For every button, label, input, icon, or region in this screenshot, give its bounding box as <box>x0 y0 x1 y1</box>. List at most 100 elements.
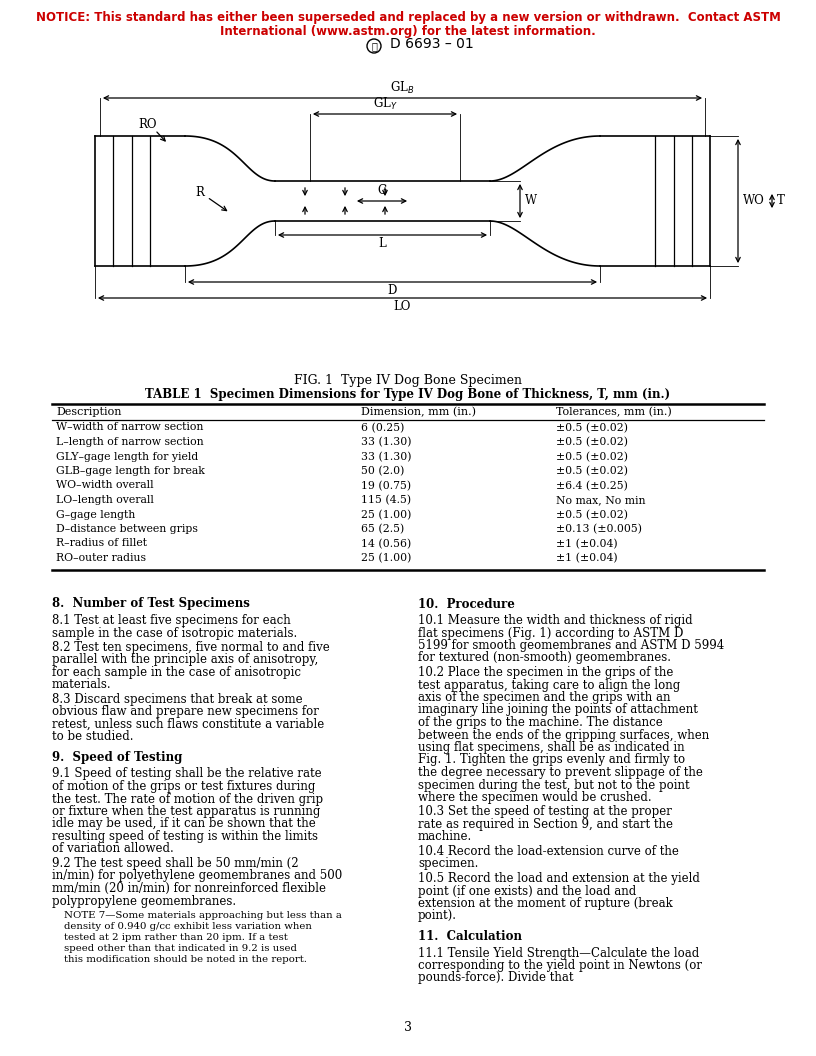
Text: FIG. 1  Type IV Dog Bone Specimen: FIG. 1 Type IV Dog Bone Specimen <box>294 374 522 386</box>
Text: LO: LO <box>394 300 411 313</box>
Text: retest, unless such flaws constitute a variable: retest, unless such flaws constitute a v… <box>52 718 324 731</box>
Text: the degree necessary to prevent slippage of the: the degree necessary to prevent slippage… <box>418 766 703 779</box>
Text: 10.1 Measure the width and thickness of rigid: 10.1 Measure the width and thickness of … <box>418 614 693 627</box>
Text: materials.: materials. <box>52 679 112 692</box>
Text: 19 (0.75): 19 (0.75) <box>361 480 411 491</box>
Text: 33 (1.30): 33 (1.30) <box>361 452 411 461</box>
Text: ±0.13 (±0.005): ±0.13 (±0.005) <box>556 524 642 534</box>
Text: corresponding to the yield point in Newtons (or: corresponding to the yield point in Newt… <box>418 959 702 972</box>
Text: obvious flaw and prepare new specimens for: obvious flaw and prepare new specimens f… <box>52 705 319 718</box>
Text: ±1 (±0.04): ±1 (±0.04) <box>556 539 618 549</box>
Text: NOTE 7—Some materials approaching but less than a: NOTE 7—Some materials approaching but le… <box>64 911 342 920</box>
Text: extension at the moment of rupture (break: extension at the moment of rupture (brea… <box>418 897 672 910</box>
Text: W: W <box>525 194 537 207</box>
Text: axis of the specimen and the grips with an: axis of the specimen and the grips with … <box>418 691 671 704</box>
Text: 14 (0.56): 14 (0.56) <box>361 539 411 549</box>
Text: WO: WO <box>743 194 765 207</box>
Text: International (www.astm.org) for the latest information.: International (www.astm.org) for the lat… <box>220 25 596 38</box>
Text: 6 (0.25): 6 (0.25) <box>361 422 405 433</box>
Text: WO–width overall: WO–width overall <box>56 480 153 490</box>
Text: NOTICE: This standard has either been superseded and replaced by a new version o: NOTICE: This standard has either been su… <box>36 11 780 24</box>
Text: ±0.5 (±0.02): ±0.5 (±0.02) <box>556 437 628 448</box>
Text: 8.2 Test ten specimens, five normal to and five: 8.2 Test ten specimens, five normal to a… <box>52 641 330 654</box>
Text: rate as required in Section 9, and start the: rate as required in Section 9, and start… <box>418 818 673 831</box>
Text: Ⓜ: Ⓜ <box>371 41 377 51</box>
Text: this modification should be noted in the report.: this modification should be noted in the… <box>64 955 307 964</box>
Text: GL$_B$: GL$_B$ <box>390 80 415 96</box>
Text: D 6693 – 01: D 6693 – 01 <box>390 37 474 51</box>
Text: L–length of narrow section: L–length of narrow section <box>56 437 204 447</box>
Text: 5199 for smooth geomembranes and ASTM D 5994: 5199 for smooth geomembranes and ASTM D … <box>418 639 725 652</box>
Text: G–gage length: G–gage length <box>56 509 135 520</box>
Text: 11.  Calculation: 11. Calculation <box>418 930 522 943</box>
Text: flat specimens (Fig. 1) according to ASTM D: flat specimens (Fig. 1) according to AST… <box>418 626 683 640</box>
Text: G: G <box>377 184 387 197</box>
Text: pounds-force). Divide that: pounds-force). Divide that <box>418 972 574 984</box>
Text: 9.2 The test speed shall be 50 mm/min (2: 9.2 The test speed shall be 50 mm/min (2 <box>52 857 299 870</box>
Text: 25 (1.00): 25 (1.00) <box>361 553 411 563</box>
Text: T: T <box>777 194 785 207</box>
Text: 8.3 Discard specimens that break at some: 8.3 Discard specimens that break at some <box>52 693 303 706</box>
Text: point (if one exists) and the load and: point (if one exists) and the load and <box>418 885 636 898</box>
Text: Tolerances, mm (in.): Tolerances, mm (in.) <box>556 407 672 417</box>
Text: R: R <box>196 187 205 200</box>
Text: to be studied.: to be studied. <box>52 731 134 743</box>
Text: where the specimen would be crushed.: where the specimen would be crushed. <box>418 791 652 804</box>
Text: tested at 2 ipm rather than 20 ipm. If a test: tested at 2 ipm rather than 20 ipm. If a… <box>64 934 288 942</box>
Text: for textured (non-smooth) geomembranes.: for textured (non-smooth) geomembranes. <box>418 652 671 664</box>
Text: imaginary line joining the points of attachment: imaginary line joining the points of att… <box>418 703 698 717</box>
Text: sample in the case of isotropic materials.: sample in the case of isotropic material… <box>52 626 297 640</box>
Text: RO–outer radius: RO–outer radius <box>56 553 146 563</box>
Text: L: L <box>379 237 386 250</box>
Text: or fixture when the test apparatus is running: or fixture when the test apparatus is ru… <box>52 805 321 818</box>
Text: the test. The rate of motion of the driven grip: the test. The rate of motion of the driv… <box>52 792 323 806</box>
Text: No max, No min: No max, No min <box>556 495 645 505</box>
Text: for each sample in the case of anisotropic: for each sample in the case of anisotrop… <box>52 666 301 679</box>
Text: 9.  Speed of Testing: 9. Speed of Testing <box>52 751 182 763</box>
Text: 8.1 Test at least five specimens for each: 8.1 Test at least five specimens for eac… <box>52 614 290 627</box>
Text: GLB–gage length for break: GLB–gage length for break <box>56 466 205 476</box>
Text: ±0.5 (±0.02): ±0.5 (±0.02) <box>556 452 628 461</box>
Text: of variation allowed.: of variation allowed. <box>52 843 174 855</box>
Text: 10.2 Place the specimen in the grips of the: 10.2 Place the specimen in the grips of … <box>418 666 673 679</box>
Text: parallel with the principle axis of anisotropy,: parallel with the principle axis of anis… <box>52 654 318 666</box>
Text: 50 (2.0): 50 (2.0) <box>361 466 405 476</box>
Text: between the ends of the gripping surfaces, when: between the ends of the gripping surface… <box>418 729 709 741</box>
Text: 9.1 Speed of testing shall be the relative rate: 9.1 Speed of testing shall be the relati… <box>52 768 322 780</box>
Text: 33 (1.30): 33 (1.30) <box>361 437 411 448</box>
Text: 10.  Procedure: 10. Procedure <box>418 598 515 610</box>
Text: 11.1 Tensile Yield Strength—Calculate the load: 11.1 Tensile Yield Strength—Calculate th… <box>418 946 699 960</box>
Text: LO–length overall: LO–length overall <box>56 495 154 505</box>
Text: R–radius of fillet: R–radius of fillet <box>56 539 147 548</box>
Text: density of 0.940 g/cc exhibit less variation when: density of 0.940 g/cc exhibit less varia… <box>64 922 312 931</box>
Text: ±6.4 (±0.25): ±6.4 (±0.25) <box>556 480 628 491</box>
Text: Fig. 1. Tighten the grips evenly and firmly to: Fig. 1. Tighten the grips evenly and fir… <box>418 754 685 767</box>
Text: test apparatus, taking care to align the long: test apparatus, taking care to align the… <box>418 679 681 692</box>
Text: W–width of narrow section: W–width of narrow section <box>56 422 203 433</box>
Text: in/min) for polyethylene geomembranes and 500: in/min) for polyethylene geomembranes an… <box>52 869 342 883</box>
Text: specimen.: specimen. <box>418 857 478 870</box>
Text: mm/min (20 in/min) for nonreinforced flexible: mm/min (20 in/min) for nonreinforced fle… <box>52 882 326 895</box>
Text: 10.4 Record the load-extension curve of the: 10.4 Record the load-extension curve of … <box>418 845 679 857</box>
Text: 115 (4.5): 115 (4.5) <box>361 495 411 506</box>
Text: 3: 3 <box>404 1021 412 1034</box>
Text: speed other than that indicated in 9.2 is used: speed other than that indicated in 9.2 i… <box>64 944 297 953</box>
Text: 8.  Number of Test Specimens: 8. Number of Test Specimens <box>52 598 250 610</box>
Text: ±0.5 (±0.02): ±0.5 (±0.02) <box>556 466 628 476</box>
Text: TABLE 1  Specimen Dimensions for Type IV Dog Bone of Thickness, T, mm (in.): TABLE 1 Specimen Dimensions for Type IV … <box>145 388 671 401</box>
Text: 10.5 Record the load and extension at the yield: 10.5 Record the load and extension at th… <box>418 872 700 885</box>
Text: D–distance between grips: D–distance between grips <box>56 524 197 534</box>
Text: GL$_Y$: GL$_Y$ <box>373 96 397 112</box>
Text: 65 (2.5): 65 (2.5) <box>361 524 404 534</box>
Text: point).: point). <box>418 909 457 923</box>
Text: 25 (1.00): 25 (1.00) <box>361 509 411 520</box>
Text: Dimension, mm (in.): Dimension, mm (in.) <box>361 407 476 417</box>
Text: ±1 (±0.04): ±1 (±0.04) <box>556 553 618 563</box>
Text: machine.: machine. <box>418 830 472 844</box>
Text: of the grips to the machine. The distance: of the grips to the machine. The distanc… <box>418 716 663 729</box>
Text: polypropylene geomembranes.: polypropylene geomembranes. <box>52 894 236 907</box>
Text: using flat specimens, shall be as indicated in: using flat specimens, shall be as indica… <box>418 741 685 754</box>
Text: ±0.5 (±0.02): ±0.5 (±0.02) <box>556 509 628 520</box>
Text: RO: RO <box>139 117 157 131</box>
Text: resulting speed of testing is within the limits: resulting speed of testing is within the… <box>52 830 318 843</box>
